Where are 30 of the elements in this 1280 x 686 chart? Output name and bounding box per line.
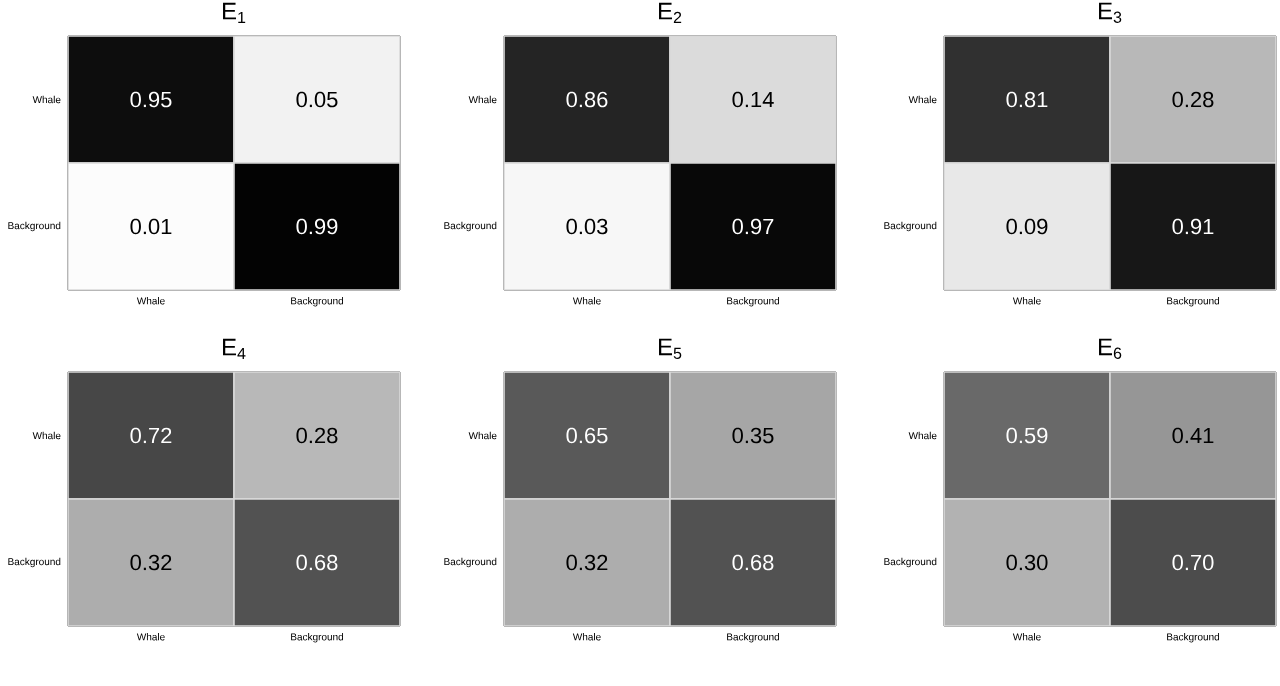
chart-title: E$_{1}$ xyxy=(223,2,246,23)
chart-title: E$_{4}$ xyxy=(223,338,246,359)
data-label: 0.72 xyxy=(130,427,172,444)
data-label: 0.99 xyxy=(296,218,338,235)
data-label: 0.05 xyxy=(296,91,338,108)
data-label: 0.70 xyxy=(1172,554,1214,571)
data-label: 0.30 xyxy=(1006,554,1048,571)
data-label: 0.01 xyxy=(130,218,172,235)
data-label: 0.81 xyxy=(1006,91,1048,108)
chart-title: E$_{3}$ xyxy=(1099,2,1122,23)
chart-title: E$_{6}$ xyxy=(1099,338,1122,359)
data-label: 0.03 xyxy=(566,218,608,235)
data-label: 0.35 xyxy=(732,427,774,444)
data-label: 0.28 xyxy=(296,427,338,444)
data-label: 0.68 xyxy=(296,554,338,571)
data-label: 0.86 xyxy=(566,91,608,108)
data-label: 0.32 xyxy=(566,554,608,571)
data-label: 0.59 xyxy=(1006,427,1048,444)
data-label: 0.68 xyxy=(732,554,774,571)
data-label: 0.65 xyxy=(566,427,608,444)
chart-title: E$_{5}$ xyxy=(659,338,682,359)
data-label: 0.97 xyxy=(732,218,774,235)
chart-title: E$_{2}$ xyxy=(659,2,682,23)
data-label: 0.32 xyxy=(130,554,172,571)
data-label: 0.95 xyxy=(130,91,172,108)
data-label: 0.41 xyxy=(1172,427,1214,444)
data-label: 0.91 xyxy=(1172,218,1214,235)
data-label: 0.28 xyxy=(1172,91,1214,108)
data-label: 0.14 xyxy=(732,91,774,108)
data-label: 0.09 xyxy=(1006,218,1048,235)
